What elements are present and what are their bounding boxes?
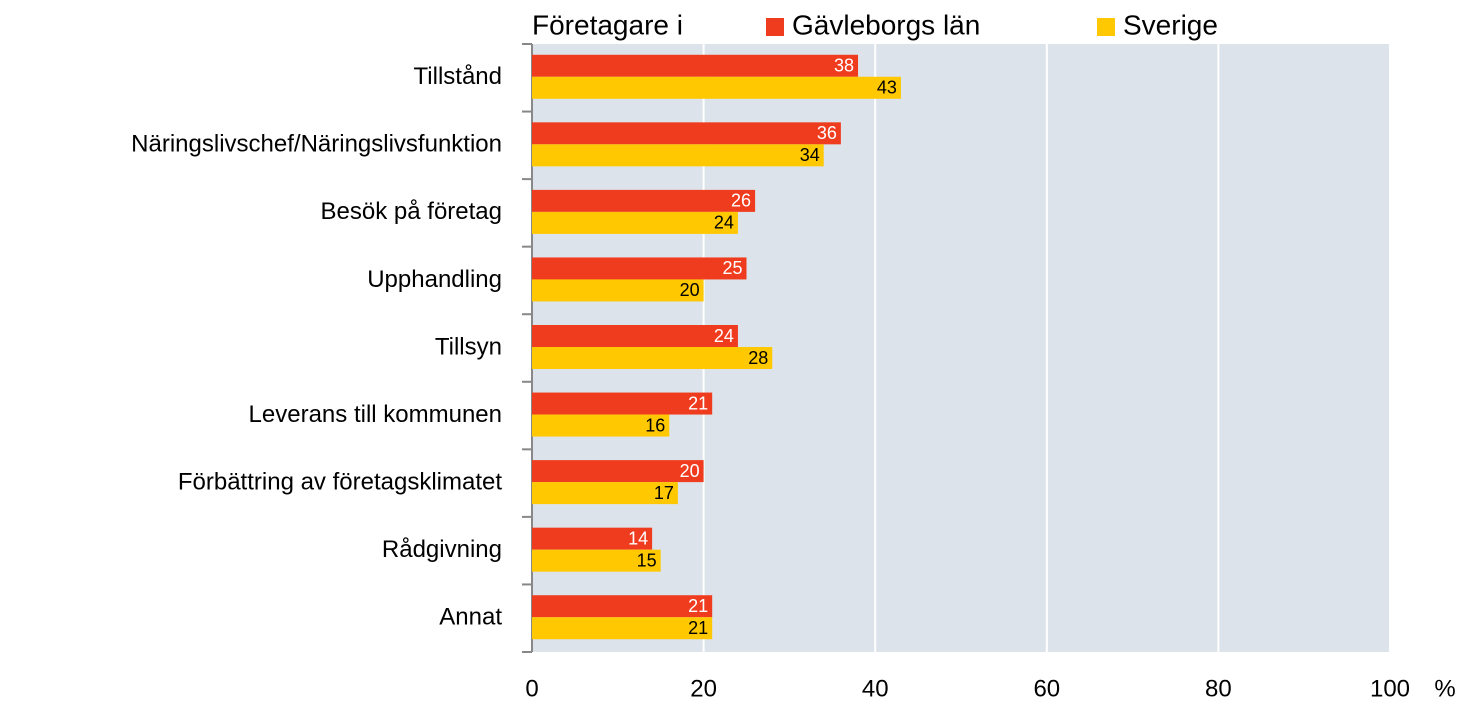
data-label: 36 — [817, 123, 837, 143]
x-tick-label: 60 — [1033, 675, 1060, 702]
bar — [532, 189, 756, 212]
bar — [532, 257, 747, 280]
data-label: 26 — [731, 191, 751, 211]
bar — [532, 347, 773, 369]
y-tick-label: Annat — [439, 604, 502, 631]
legend-title: Företagare i — [532, 9, 683, 40]
x-tick-label: 100 — [1370, 675, 1410, 702]
bar — [532, 279, 704, 302]
y-tick-label: Leverans till kommunen — [249, 401, 502, 428]
bar — [532, 325, 738, 347]
bar — [532, 76, 901, 99]
legend-label: Gävleborgs län — [792, 9, 980, 40]
x-tick-label: 40 — [862, 675, 889, 702]
data-label: 24 — [714, 326, 734, 346]
y-tick-label: Upphandling — [367, 266, 502, 293]
data-label: 14 — [628, 528, 648, 548]
y-tick-label: Besök på företag — [321, 198, 502, 225]
bar — [532, 211, 738, 234]
bar — [532, 482, 678, 505]
y-tick-label: Förbättring av företagsklimatet — [178, 468, 502, 495]
y-tick-label: Näringslivschef/Näringslivsfunktion — [131, 131, 502, 158]
data-label: 21 — [688, 393, 708, 413]
x-tick-label: 80 — [1205, 675, 1232, 702]
data-label: 38 — [834, 56, 854, 76]
data-label: 21 — [688, 618, 708, 638]
data-label: 20 — [680, 280, 700, 300]
bar — [532, 414, 670, 437]
x-tick-label: 20 — [690, 675, 717, 702]
data-label: 34 — [800, 145, 820, 165]
bar — [532, 595, 713, 618]
legend-swatch — [1097, 18, 1115, 36]
legend-label: Sverige — [1123, 9, 1218, 40]
data-label: 43 — [877, 78, 897, 98]
data-label: 28 — [748, 348, 768, 368]
data-label: 15 — [637, 550, 657, 570]
legend-swatch — [766, 18, 784, 36]
data-label: 16 — [645, 415, 665, 435]
x-tick-label: 0 — [525, 675, 538, 702]
y-tick-label: Rådgivning — [382, 536, 502, 563]
data-label: 25 — [722, 258, 742, 278]
bar — [532, 460, 704, 483]
bar — [532, 392, 713, 415]
bar — [532, 549, 661, 572]
data-label: 24 — [714, 213, 734, 233]
data-label: 17 — [654, 483, 674, 503]
bar — [532, 144, 824, 167]
y-tick-label: Tillstånd — [414, 63, 502, 90]
y-tick-label: Tillsyn — [435, 333, 502, 360]
bar — [532, 527, 653, 550]
data-label: 20 — [680, 461, 700, 481]
bar — [532, 54, 859, 77]
x-axis-label: % — [1434, 675, 1455, 702]
bar — [532, 122, 841, 145]
data-label: 21 — [688, 596, 708, 616]
bar — [532, 617, 713, 640]
